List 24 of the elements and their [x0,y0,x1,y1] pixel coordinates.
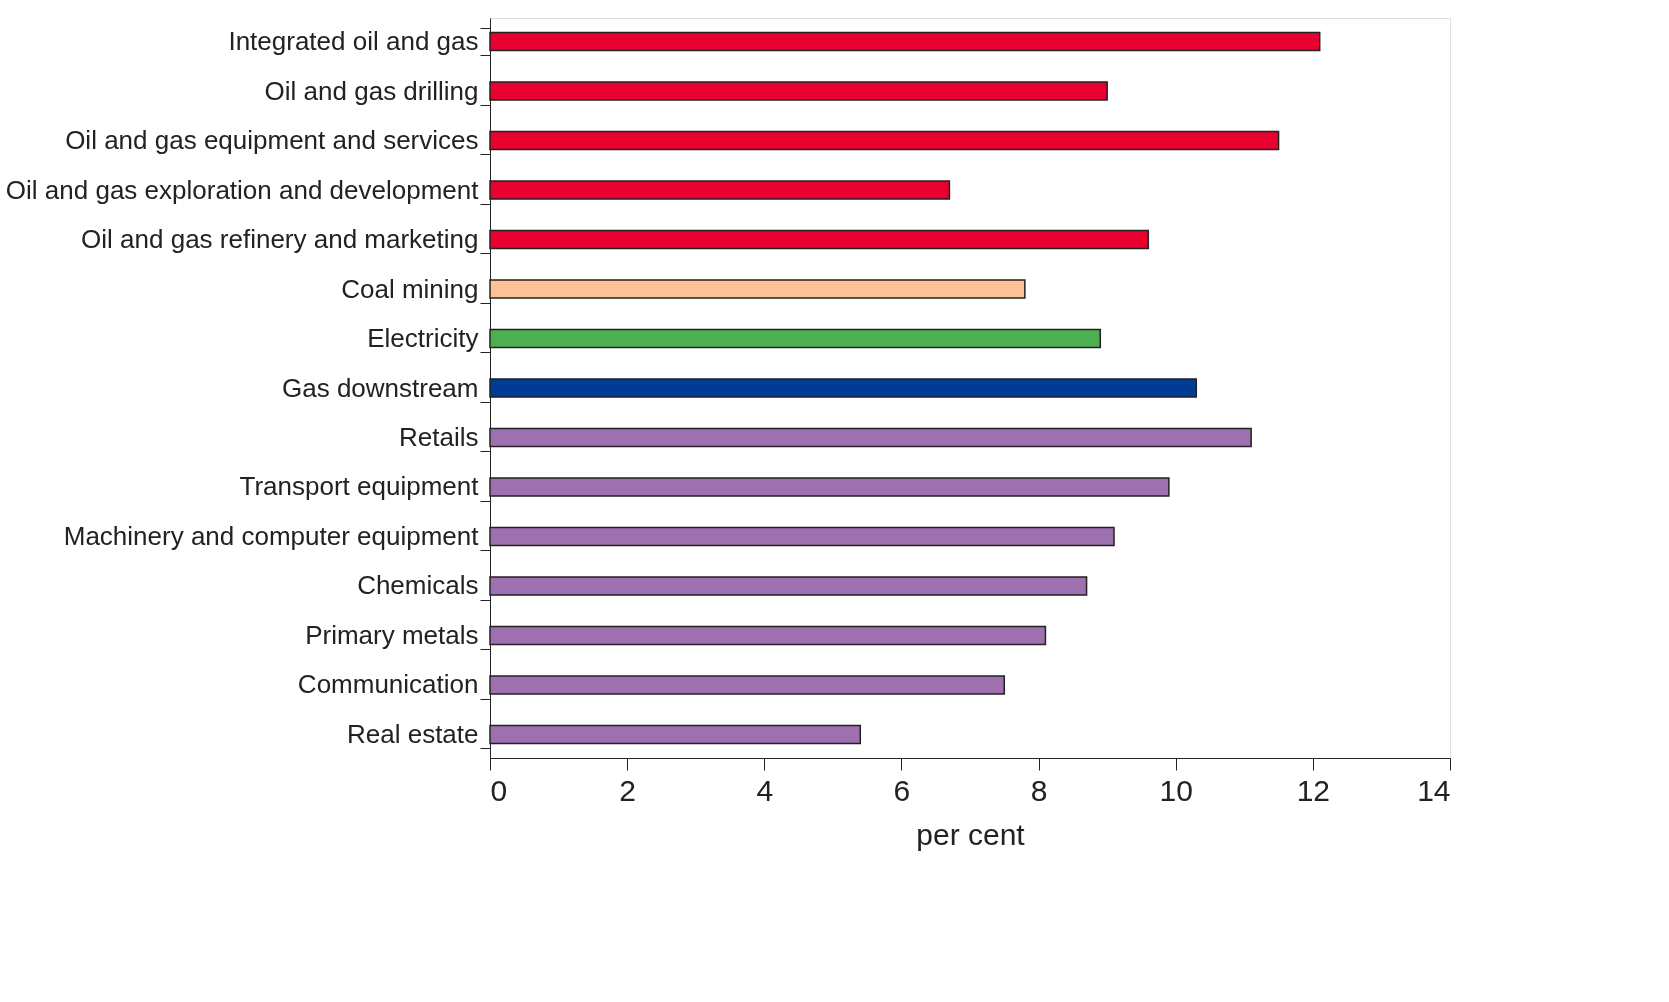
y-tick-label: Integrated oil and gas [228,26,479,57]
y-tick-label: Electricity [367,323,479,353]
x-tick-label: 2 [619,773,636,807]
y-tick-label: Coal mining [341,273,479,304]
x-tick-label: 14 [1417,773,1451,807]
x-tick-label: 0 [490,773,508,807]
x-tick-label: 6 [893,773,911,807]
y-tick-label: Transport equipment [239,471,480,502]
x-tick-label: 4 [756,773,774,807]
y-tick-label: Retails [399,422,479,452]
y-tick-label: Oil and gas drilling [264,75,479,106]
y-tick-label: Real estate [346,718,479,749]
y-tick-label: Primary metals [305,619,479,650]
y-tick-label: Gas downstream [281,372,479,403]
y-tick-label: Communication [297,669,479,700]
x-tick-label: 10 [1159,773,1193,807]
y-tick-label: Machinery and computer equipment [63,520,480,551]
x-axis-title: per cent [916,817,1026,851]
y-tick-label: Chemicals [357,570,479,601]
y-tick-label: Oil and gas refinery and marketing [81,224,479,255]
y-tick-label: Oil and gas exploration and development [5,174,480,205]
x-tick-label: 8 [1030,773,1048,807]
x-tick-label: 12 [1296,773,1331,807]
y-tick-label: Oil and gas equipment and services [65,125,479,156]
